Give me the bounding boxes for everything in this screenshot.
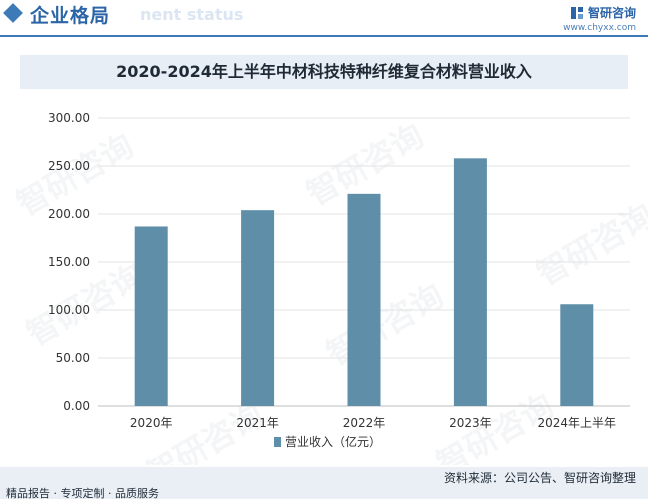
label-layer: 0.00 50.00 100.00 150.00 200.00 250.00 300.00 2… (48, 111, 616, 430)
bar[interactable] (347, 193, 381, 406)
x-tick-label: 2024年上半年 (538, 416, 617, 430)
x-tick-label: 2022年 (343, 416, 386, 430)
bar[interactable] (134, 226, 168, 406)
y-tick-label: 200.00 (48, 207, 90, 221)
brand-url[interactable]: www.chyxx.com (563, 23, 636, 33)
brand-name-row: 智研咨询 (563, 4, 636, 21)
legend: 营业收入（亿元） (274, 434, 381, 449)
legend-swatch (274, 437, 281, 447)
y-tick-label: 300.00 (48, 111, 90, 125)
header-divider (0, 35, 648, 37)
chart-title: 2020-2024年上半年中材科技特种纤维复合材料营业收入 (116, 62, 532, 81)
footer-tags: 精品报告 · 专项定制 · 品质服务 (6, 487, 159, 500)
x-tick-label: 2020年 (130, 416, 173, 430)
source-note: 资料来源：公司公告、智研咨询整理 (443, 471, 636, 485)
x-tick-label: 2023年 (449, 416, 492, 430)
y-tick-label: 100.00 (48, 303, 90, 317)
footer-divider (0, 465, 648, 467)
y-tick-label: 250.00 (48, 159, 90, 173)
page-header: 企业格局 nent status 智研咨询 www.chyxx.com (0, 0, 648, 33)
bar[interactable] (560, 304, 594, 406)
brand-name: 智研咨询 (587, 6, 636, 20)
section-subtitle-ghost: nent status (140, 5, 244, 24)
y-tick-label: 50.00 (56, 351, 90, 365)
bar[interactable] (241, 210, 275, 406)
bar[interactable] (453, 158, 487, 406)
brand-logo-icon (570, 6, 583, 19)
footer-band (0, 465, 648, 499)
legend-label: 营业收入（亿元） (285, 434, 381, 449)
x-tick-label: 2021年 (236, 416, 279, 430)
brand-block[interactable]: 智研咨询 www.chyxx.com (563, 4, 636, 33)
y-tick-label: 0.00 (63, 399, 90, 413)
bar-layer (134, 158, 594, 406)
section-title: 企业格局 (30, 5, 111, 27)
y-tick-label: 150.00 (48, 255, 90, 269)
chart-title-band: 2020-2024年上半年中材科技特种纤维复合材料营业收入 (20, 55, 628, 89)
